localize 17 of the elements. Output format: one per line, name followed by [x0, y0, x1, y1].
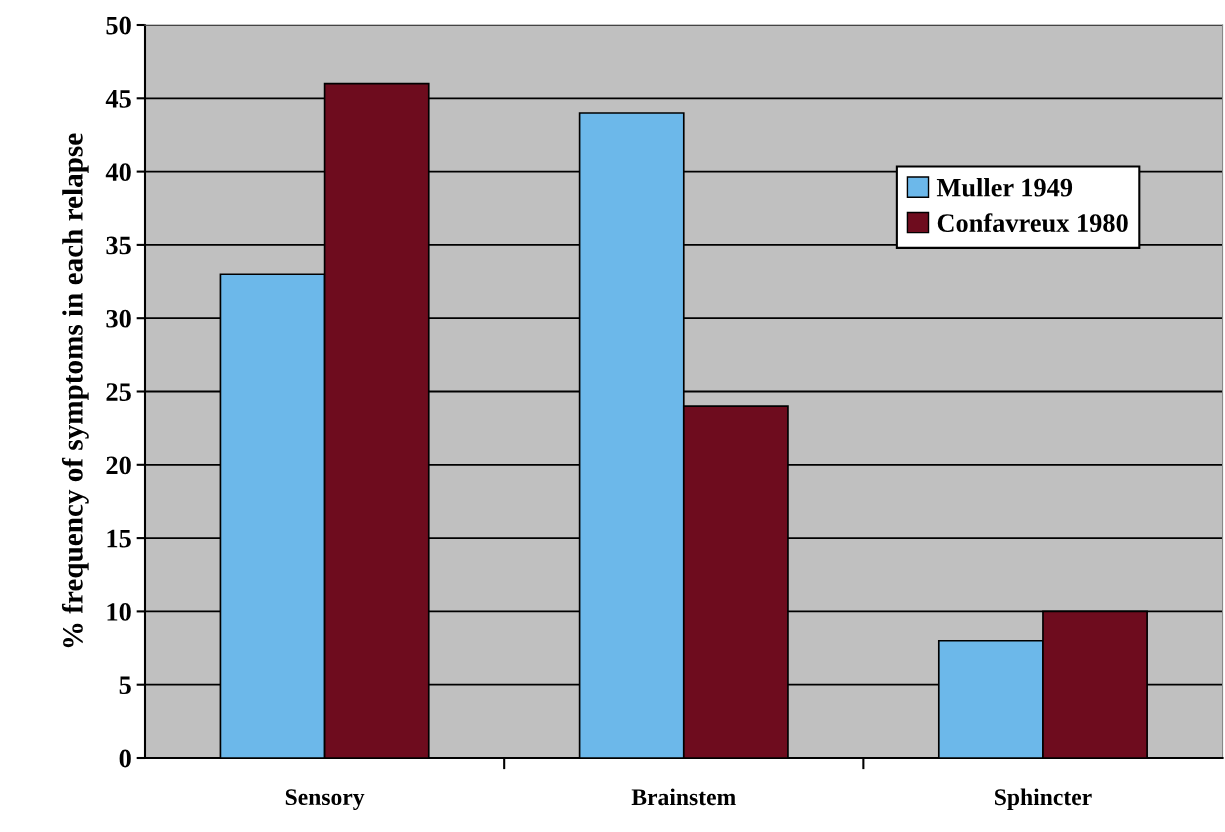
x-tick-label: Sphincter — [995, 788, 1092, 810]
y-tick-label: 10 — [107, 603, 131, 621]
y-tick-label: 5 — [119, 676, 131, 695]
y-axis-title: % frequency of symptoms in each relapse — [61, 133, 89, 648]
y-tick-label: 30 — [106, 309, 131, 328]
y-tick-label: 50 — [106, 16, 131, 35]
y-tick-label: 45 — [105, 90, 131, 108]
y-tick-label: 0 — [119, 749, 131, 768]
y-tick-label: 15 — [107, 529, 131, 548]
legend-label: Confavreux 1980 — [937, 213, 1128, 233]
legend-label: Muller 1949 — [936, 177, 1073, 197]
x-tick-label: Brainstem — [631, 788, 736, 806]
x-tick-label: Sensory — [285, 789, 365, 810]
y-tick-label: 20 — [106, 456, 131, 475]
y-tick-label: 25 — [106, 383, 131, 401]
y-tick-label: 40 — [105, 163, 131, 182]
y-tick-label: 35 — [106, 236, 131, 255]
